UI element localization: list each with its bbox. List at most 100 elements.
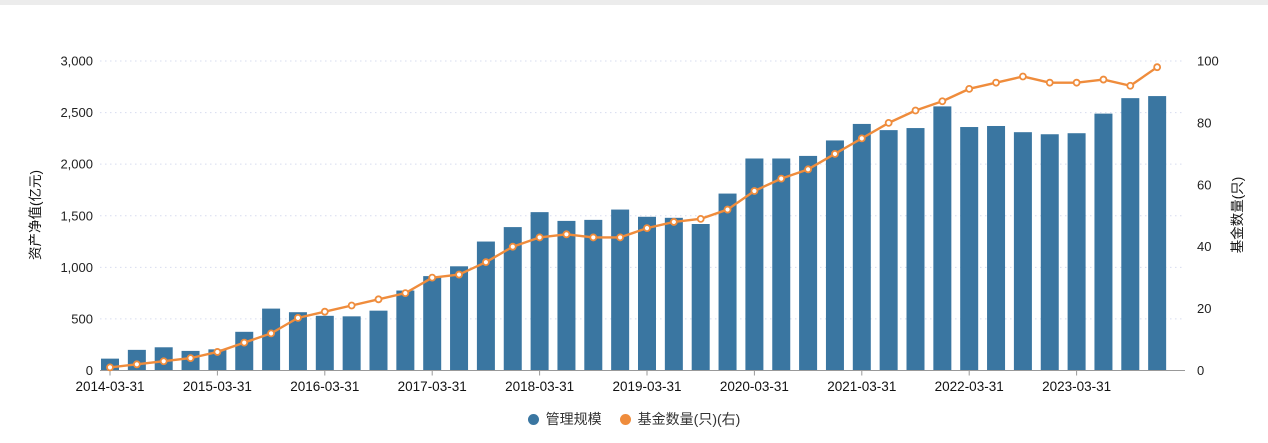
x-axis-tick-label: 2018-03-31 [505,379,574,394]
right-axis-tick-label: 0 [1197,363,1204,378]
bar[interactable] [745,158,764,371]
bar[interactable] [664,217,683,371]
chart-legend: 管理规模 基金数量(只)(右) [0,409,1268,429]
line-marker[interactable] [428,273,437,282]
line-marker[interactable] [884,119,893,127]
bar[interactable] [987,125,1006,371]
line-marker[interactable] [159,357,168,366]
line-marker[interactable] [240,338,249,347]
bar[interactable] [1148,96,1167,371]
bar[interactable] [503,227,522,371]
line-marker[interactable] [186,354,195,363]
line-marker[interactable] [589,233,598,242]
line-marker[interactable] [267,329,276,338]
line-marker[interactable] [320,307,329,316]
line-marker[interactable] [831,149,839,158]
bar[interactable] [1067,133,1086,371]
bar[interactable] [450,266,469,371]
bar[interactable] [584,219,603,371]
fund-count-line[interactable] [108,65,1159,369]
line-marker[interactable] [643,224,651,233]
line-marker[interactable] [938,97,947,106]
line-marker[interactable] [616,233,625,242]
line-marker[interactable] [857,134,866,143]
bar[interactable] [1040,134,1059,371]
bar[interactable] [879,130,898,371]
line-marker[interactable] [1045,78,1054,87]
line-marker[interactable] [562,230,571,239]
bar[interactable] [235,331,254,371]
x-axis-tick-label: 2014-03-31 [75,379,144,394]
legend-label-line: 基金数量(只)(右) [637,411,741,427]
left-axis-tick-label: 3,000 [60,54,93,69]
line-marker[interactable] [132,360,141,369]
x-axis-tick-label: 2021-03-31 [827,379,896,394]
left-axis-tick-label: 1,500 [60,208,93,223]
bar[interactable] [906,128,925,371]
legend-item-bar-series[interactable]: 管理规模 [527,409,602,429]
line-marker[interactable] [535,233,544,242]
line-marker[interactable] [1099,75,1108,84]
bar[interactable] [396,290,415,371]
bar[interactable] [825,140,844,371]
bar[interactable] [691,224,710,371]
bar[interactable] [611,209,630,371]
line-marker[interactable] [1153,63,1162,72]
bar[interactable] [369,310,388,371]
line-marker[interactable] [750,187,759,195]
bar[interactable] [772,158,791,371]
line-marker[interactable] [992,78,1000,87]
bar[interactable] [960,127,979,371]
left-axis-tick-label: 1,000 [60,260,93,275]
bar[interactable] [557,220,576,371]
right-axis-tick-label: 40 [1197,239,1211,254]
line-marker[interactable] [723,205,732,214]
bar[interactable] [1094,113,1113,371]
legend-label-bar: 管理规模 [545,411,602,427]
line-marker[interactable] [213,348,222,356]
right-axis-tick-label: 60 [1197,177,1211,192]
line-marker[interactable] [481,258,490,267]
x-axis-tick-label: 2017-03-31 [398,379,467,394]
line-marker[interactable] [804,165,812,174]
bar[interactable] [933,106,952,371]
bar[interactable] [718,193,737,371]
bar[interactable] [208,349,227,371]
line-marker[interactable] [455,270,463,279]
line-marker[interactable] [1019,72,1027,81]
line-marker[interactable] [777,174,786,183]
line-marker[interactable] [347,301,356,310]
x-axis-tick-label: 2022-03-31 [935,379,1004,394]
bar[interactable] [423,276,442,371]
top-divider-strip [0,0,1268,5]
bar[interactable] [1121,98,1140,371]
bar[interactable] [638,216,656,371]
right-axis-tick-label: 20 [1197,301,1211,316]
bar[interactable] [288,312,307,371]
bar[interactable] [342,316,361,371]
line-marker[interactable] [669,218,678,226]
line-marker[interactable] [401,289,410,298]
line-marker[interactable] [696,214,705,223]
bar[interactable] [315,315,334,371]
bar[interactable] [799,155,818,371]
x-axis-tick-label: 2015-03-31 [183,379,252,394]
legend-item-line-series[interactable]: 基金数量(只)(右) [619,409,741,429]
line-marker[interactable] [106,363,114,372]
left-axis-tick-label: 500 [71,311,93,326]
line-marker[interactable] [911,106,920,115]
line-marker[interactable] [374,295,383,304]
x-axis-tick-label: 2020-03-31 [720,379,789,394]
plot-area: 2014-03-31 2015-03-31 2016-03-31 2017-03-31… [60,54,1218,395]
bar[interactable] [476,241,495,371]
line-marker[interactable] [1072,78,1081,87]
line-marker[interactable] [294,313,302,322]
bar[interactable] [530,212,549,371]
line-marker[interactable] [965,84,974,93]
bar[interactable] [262,308,281,371]
bar[interactable] [1013,132,1032,371]
line-marker[interactable] [508,242,517,251]
line-marker[interactable] [1126,81,1135,90]
bar[interactable] [852,123,871,371]
